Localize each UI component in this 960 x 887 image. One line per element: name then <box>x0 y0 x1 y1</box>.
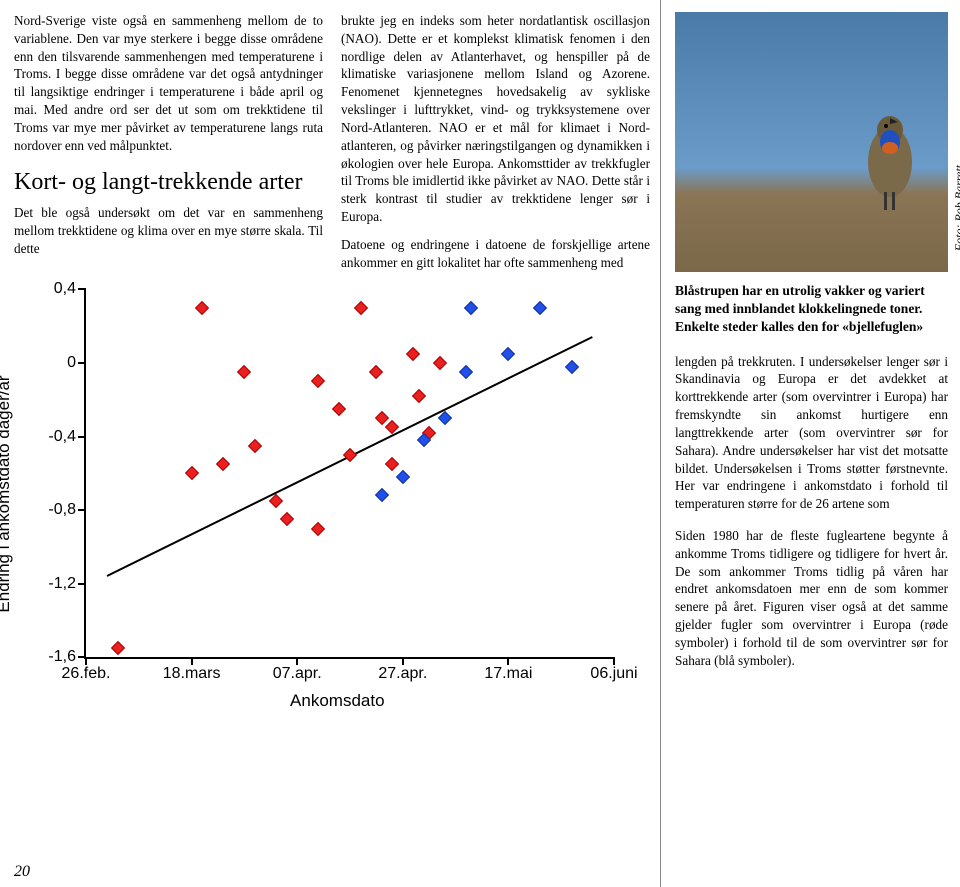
chart-point-red <box>332 402 346 416</box>
bluethroat-icon <box>840 92 930 212</box>
chart-point-red <box>369 365 383 379</box>
chart-yticklabel: -0,4 <box>48 428 76 446</box>
chart-point-blue <box>375 488 389 502</box>
chart-xtick <box>613 657 615 665</box>
col2-para1: brukte jeg en indeks som heter nordatlan… <box>341 12 650 226</box>
col1-para2: Det ble også undersøkt om det var en sam… <box>14 204 323 257</box>
chart-point-red <box>311 374 325 388</box>
chart-yticklabel: 0 <box>67 354 76 372</box>
chart-point-red <box>311 521 325 535</box>
photo-caption: Blåstrupen har en utrolig vakker og vari… <box>675 282 948 337</box>
scatter-chart: Endring i ankomstdato dager/år Ankomsdat… <box>14 279 650 709</box>
chart-point-red <box>353 301 367 315</box>
chart-ytick <box>78 436 86 438</box>
chart-point-red <box>216 457 230 471</box>
chart-xtick <box>85 657 87 665</box>
chart-point-red <box>406 347 420 361</box>
chart-point-red <box>248 439 262 453</box>
col1-para1: Nord-Sverige viste også en sammenheng me… <box>14 12 323 155</box>
chart-point-blue <box>533 301 547 315</box>
chart-ytick <box>78 509 86 511</box>
chart-yticklabel: 0,4 <box>54 280 76 298</box>
chart-xlabel: Ankomsdato <box>290 691 385 711</box>
chart-xtick <box>402 657 404 665</box>
chart-point-red <box>412 389 426 403</box>
subheading: Kort- og langt-trekkende arter <box>14 169 323 197</box>
chart-ylabel: Endring i ankomstdato dager/år <box>0 376 14 613</box>
chart-xticklabel: 17.mai <box>484 665 532 683</box>
chart-point-blue <box>565 360 579 374</box>
chart-point-blue <box>438 411 452 425</box>
chart-xticklabel: 26.feb. <box>62 665 111 683</box>
chart-ytick <box>78 288 86 290</box>
chart-xtick <box>507 657 509 665</box>
chart-xtick <box>191 657 193 665</box>
chart-ytick <box>78 362 86 364</box>
chart-ytick <box>78 583 86 585</box>
chart-point-red <box>375 411 389 425</box>
chart-point-blue <box>396 470 410 484</box>
chart-yticklabel: -0,8 <box>48 501 76 519</box>
chart-xticklabel: 06.juni <box>590 665 637 683</box>
chart-point-red <box>343 448 357 462</box>
col2-para2: Datoene og endringene i datoene de forsk… <box>341 236 650 272</box>
chart-xticklabel: 07.apr. <box>273 665 322 683</box>
chart-yticklabel: -1,2 <box>48 575 76 593</box>
chart-point-red <box>195 301 209 315</box>
chart-point-red <box>433 356 447 370</box>
chart-point-blue <box>501 347 515 361</box>
page-number: 20 <box>14 863 30 881</box>
bird-photo <box>675 12 948 272</box>
chart-point-red <box>280 512 294 526</box>
chart-plot-area: 0,40-0,4-0,8-1,2-1,626.feb.18.mars07.apr… <box>84 289 614 659</box>
chart-point-red <box>385 457 399 471</box>
chart-point-red <box>111 641 125 655</box>
sidebar-para2: Siden 1980 har de fleste fugleartene beg… <box>675 527 948 670</box>
chart-xticklabel: 18.mars <box>163 665 221 683</box>
sidebar-para1: lengden på trekkruten. I undersøkelser l… <box>675 353 948 513</box>
chart-point-blue <box>459 365 473 379</box>
chart-point-red <box>237 365 251 379</box>
chart-xticklabel: 27.apr. <box>378 665 427 683</box>
chart-yticklabel: -1,6 <box>48 648 76 666</box>
chart-point-red <box>185 466 199 480</box>
chart-point-blue <box>464 301 478 315</box>
chart-xtick <box>296 657 298 665</box>
photo-credit: Foto: Rob Barrett. <box>952 162 960 251</box>
